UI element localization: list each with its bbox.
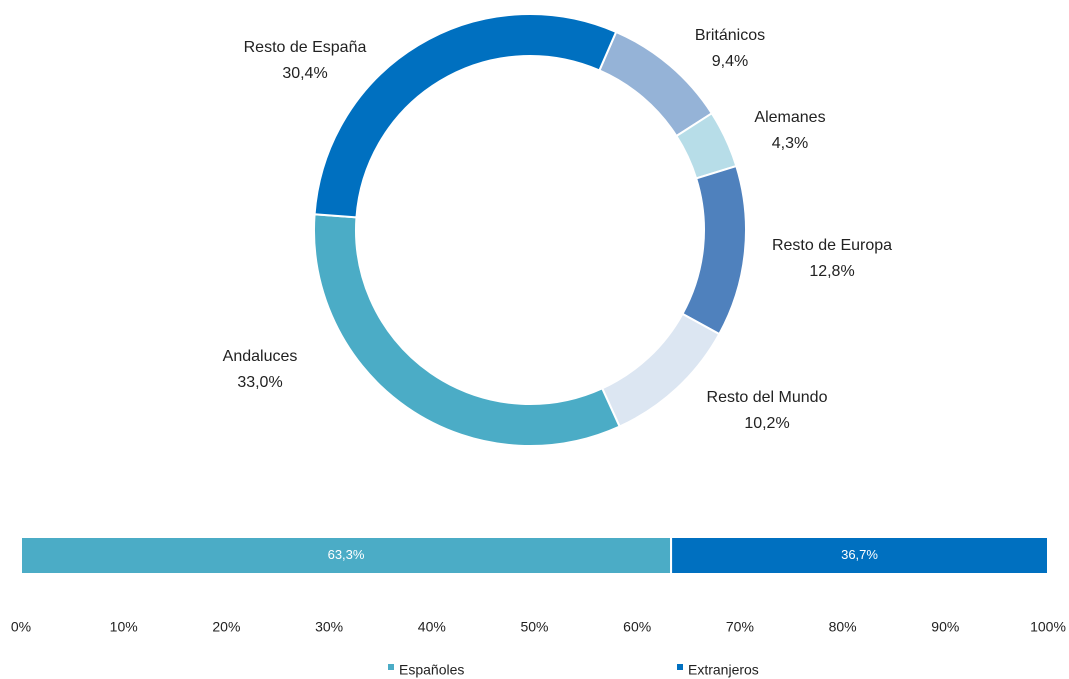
legend-swatch [677,664,683,670]
donut-segment [600,312,721,428]
segment-value-label: 4,3% [772,135,808,152]
x-tick-label: 100% [1030,619,1066,635]
x-tick-label: 80% [829,619,857,635]
x-tick-label: 50% [520,619,548,635]
legend-label: Extranjeros [688,662,759,678]
x-tick-label: 60% [623,619,651,635]
legend-swatch [388,664,394,670]
segment-value-label: 10,2% [744,415,789,432]
segment-label: Resto de Europa [772,237,892,254]
x-tick-label: 0% [11,619,31,635]
donut-segment [598,30,714,138]
bar-value-label: 36,7% [841,547,878,562]
segment-label: Británicos [695,27,765,44]
x-tick-label: 10% [110,619,138,635]
segment-label: Resto del Mundo [707,389,828,406]
legend-label: Españoles [399,662,464,678]
donut-segment [313,13,618,219]
segment-value-label: 33,0% [237,374,282,391]
x-tick-label: 30% [315,619,343,635]
segment-value-label: 12,8% [809,263,854,280]
segment-label: Andaluces [223,348,298,365]
x-tick-label: 90% [931,619,959,635]
x-tick-label: 20% [212,619,240,635]
segment-label: Resto de España [244,39,367,56]
segment-label: Alemanes [754,109,825,126]
x-tick-label: 70% [726,619,754,635]
bar-segment [20,536,673,575]
bar-value-label: 63,3% [328,547,365,562]
donut-segment [681,164,747,336]
donut-segment [313,213,621,447]
x-tick-label: 40% [418,619,446,635]
segment-value-label: 30,4% [282,65,327,82]
segment-value-label: 9,4% [712,53,748,70]
bar-segment [670,536,1049,575]
